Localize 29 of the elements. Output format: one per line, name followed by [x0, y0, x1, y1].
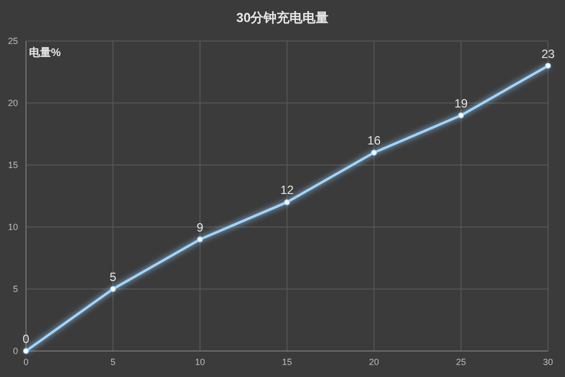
chart-title: 30分钟充电电量	[236, 10, 329, 25]
y-axis-title: 电量%	[29, 46, 61, 59]
x-tick-label: 0	[23, 357, 29, 367]
y-tick-label: 15	[8, 160, 18, 170]
point	[371, 150, 377, 156]
point	[197, 236, 203, 242]
point	[284, 199, 290, 206]
y-tick-label: 25	[8, 36, 18, 46]
data-label: 23	[541, 46, 555, 61]
x-tick-label: 5	[110, 357, 116, 367]
x-tick-label: 20	[368, 357, 380, 367]
x-tick-label: 25	[456, 357, 466, 367]
y-tick-label: 10	[8, 222, 18, 232]
y-tick-label: 0	[12, 346, 18, 356]
point	[23, 348, 29, 354]
x-tick-label: 15	[282, 357, 292, 367]
y-tick-label: 5	[12, 284, 18, 294]
data-label: 5	[110, 270, 117, 284]
x-tick-label: 10	[194, 357, 206, 367]
data-label: 16	[367, 134, 381, 148]
point	[110, 286, 116, 292]
point	[458, 112, 464, 118]
y-tick-label: 20	[8, 98, 18, 108]
data-label: 19	[454, 96, 468, 110]
point	[545, 62, 551, 69]
data-label: 0	[22, 332, 30, 346]
data-label: 12	[280, 183, 294, 198]
x-tick-label: 30	[542, 357, 554, 367]
data-label: 9	[196, 220, 204, 234]
